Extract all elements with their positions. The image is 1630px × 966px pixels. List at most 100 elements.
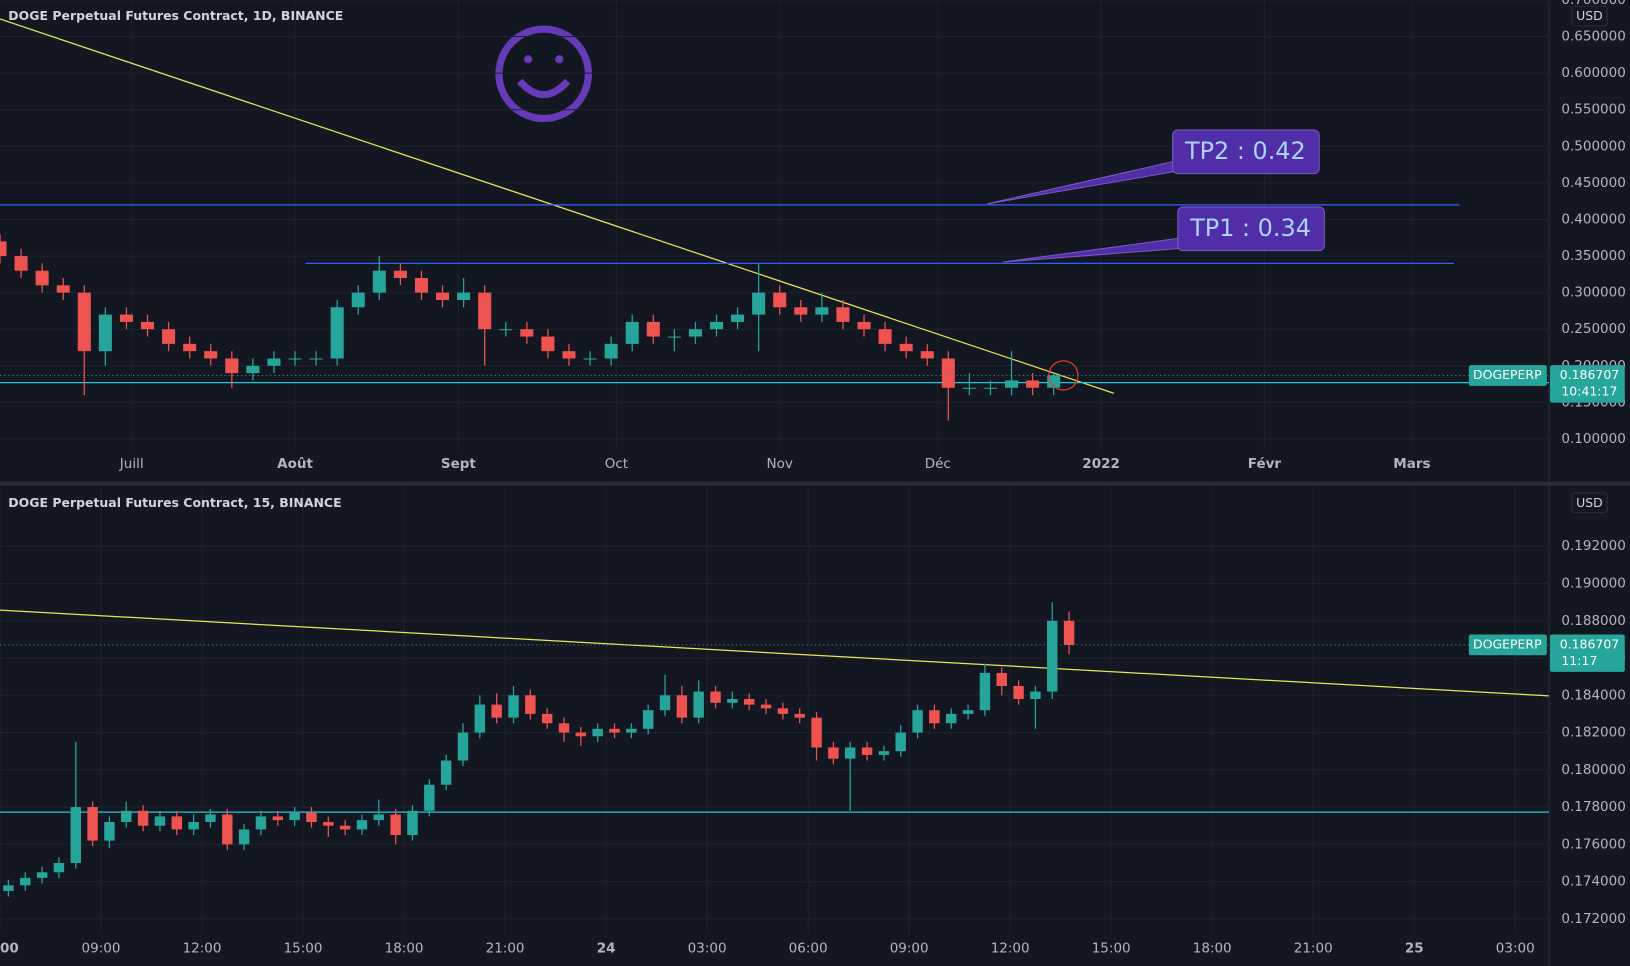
candle-body [773, 292, 787, 308]
candle-body [121, 810, 132, 822]
countdown-label: 10:41:17 [1561, 384, 1617, 399]
symbol-label: DOGEPERP [1473, 367, 1542, 382]
candle-body [339, 825, 351, 830]
y-tick-label: 0.400000 [1561, 211, 1625, 227]
y-tick-label: 0.190000 [1561, 576, 1625, 592]
highlight-circle [1048, 360, 1079, 391]
candle-body [1030, 691, 1041, 700]
candle-body [56, 285, 70, 293]
candle-body [731, 314, 745, 322]
candle-body [541, 713, 553, 724]
y-tick-label: 0.176000 [1561, 836, 1625, 852]
x-tick-label: 03:00 [1496, 940, 1535, 956]
y-tick-label: 0.188000 [1561, 613, 1625, 629]
y-tick-label: 0.450000 [1561, 175, 1625, 191]
callout-box [1177, 206, 1325, 252]
candle-body [20, 877, 31, 886]
candle-body [14, 256, 28, 271]
candle-body [255, 816, 267, 830]
x-tick-label: 18:00 [385, 940, 424, 956]
candle-body [899, 343, 913, 352]
candle-body [457, 292, 471, 300]
price-tag [1549, 634, 1625, 672]
x-tick-label: 12:00 [183, 940, 222, 956]
candle-body [323, 821, 334, 826]
chart-title: DOGE Perpetual Futures Contract, 1D, BIN… [8, 8, 343, 23]
unit-label: USD [1576, 8, 1603, 23]
candle-body [811, 717, 822, 748]
candle-body [373, 814, 385, 821]
y-tick-label: 0.174000 [1561, 874, 1625, 890]
candle-body [575, 732, 587, 737]
symbol-label: DOGEPERP [1473, 636, 1542, 651]
candle-body [676, 695, 688, 718]
candle-body [983, 387, 997, 389]
y-tick-label: 0.182000 [1561, 725, 1625, 741]
x-tick-label: 24 [597, 940, 616, 956]
candle-body [491, 704, 502, 718]
candle-body [35, 270, 49, 286]
y-tick-label: 0.250000 [1561, 321, 1625, 337]
candle-body [70, 807, 81, 863]
x-tick-label: 03:00 [688, 940, 727, 956]
candle-body [289, 812, 300, 821]
candle-body [77, 292, 91, 352]
candle-body [861, 747, 873, 755]
candle-body [414, 278, 429, 293]
y-tick-label: 0.178000 [1561, 799, 1625, 815]
candle-body [272, 816, 284, 821]
candle-body [710, 691, 721, 703]
x-tick-label: 12:00 [991, 940, 1030, 956]
candle-body [393, 270, 407, 279]
candle-body [626, 728, 637, 733]
candle-body [667, 336, 681, 338]
candle-body [508, 695, 519, 718]
price-tag-label: 0.186707 [1560, 636, 1619, 651]
candle-body [815, 307, 829, 315]
candle-body [457, 732, 469, 761]
candle-body [119, 314, 133, 322]
candle-body [520, 329, 534, 337]
x-tick-label: 21:00 [486, 940, 525, 956]
candle-body [979, 672, 991, 711]
candle-body [609, 728, 620, 733]
x-tick-label: 09:00 [890, 940, 929, 956]
candle-body [225, 358, 239, 374]
candle-body [659, 695, 671, 711]
candle-body [137, 810, 149, 826]
candle-body [154, 816, 166, 826]
candle-body [424, 784, 435, 811]
x-tick-label: Août [277, 456, 313, 472]
candle-body [3, 885, 14, 891]
candle-body [693, 691, 704, 718]
callout-text: TP2 : 0.42 [1184, 137, 1306, 165]
candle-body [912, 710, 923, 733]
candle-body [777, 708, 789, 714]
candle-body [222, 814, 233, 845]
candle-body [895, 732, 906, 752]
price-tag-label: 0.186707 [1560, 367, 1619, 382]
candle-body [238, 829, 250, 845]
candle-body [407, 810, 418, 836]
candle-body [188, 821, 199, 830]
candle-body [709, 321, 724, 330]
candle-body [562, 351, 576, 359]
candle-body [36, 872, 48, 878]
candle-body [1047, 375, 1061, 388]
unit-box [1571, 5, 1608, 27]
candle-body [743, 699, 755, 705]
candle-body [642, 710, 654, 729]
candle-body [171, 816, 182, 830]
x-tick-label: Oct [605, 456, 628, 472]
candle-body [306, 812, 317, 822]
callout-box [1172, 129, 1320, 175]
candle-body [752, 292, 766, 315]
candle-body [53, 862, 65, 873]
candle-body [946, 713, 957, 724]
x-tick-label: 15:00 [284, 940, 323, 956]
candle-body [836, 307, 850, 322]
candle-body [104, 821, 115, 841]
x-tick-label: 2022 [1082, 456, 1120, 472]
x-tick-label: 00 [0, 940, 19, 956]
candle-body [920, 351, 934, 359]
